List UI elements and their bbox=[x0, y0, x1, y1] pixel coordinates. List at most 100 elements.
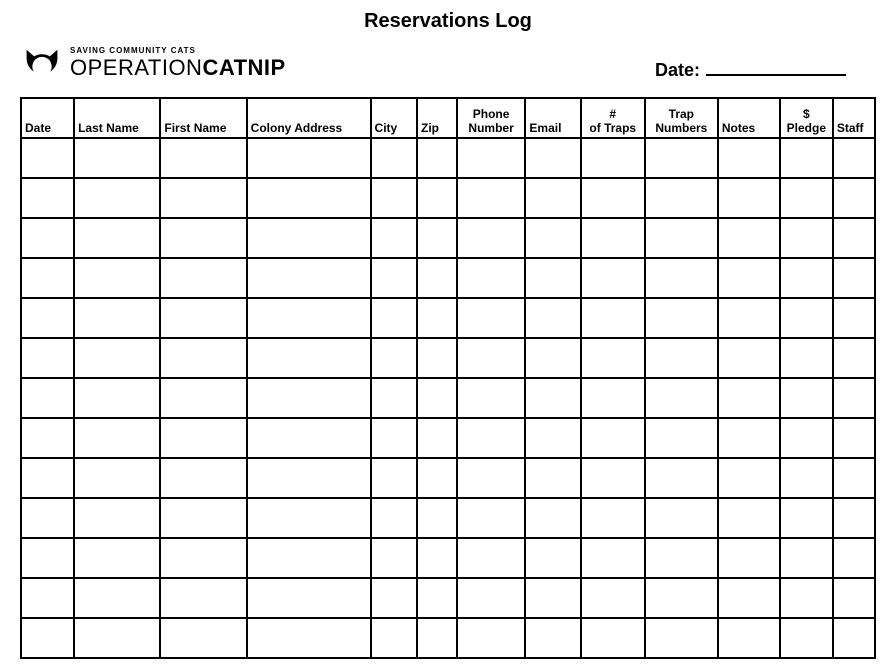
table-cell[interactable] bbox=[371, 538, 417, 578]
table-cell[interactable] bbox=[74, 578, 160, 618]
table-cell[interactable] bbox=[160, 178, 246, 218]
table-cell[interactable] bbox=[645, 618, 718, 658]
table-cell[interactable] bbox=[457, 258, 526, 298]
table-cell[interactable] bbox=[74, 298, 160, 338]
table-cell[interactable] bbox=[160, 458, 246, 498]
table-cell[interactable] bbox=[525, 338, 580, 378]
table-cell[interactable] bbox=[247, 298, 371, 338]
table-cell[interactable] bbox=[833, 138, 875, 178]
table-cell[interactable] bbox=[371, 138, 417, 178]
table-cell[interactable] bbox=[371, 578, 417, 618]
table-cell[interactable] bbox=[160, 538, 246, 578]
table-cell[interactable] bbox=[457, 218, 526, 258]
table-cell[interactable] bbox=[645, 218, 718, 258]
table-cell[interactable] bbox=[21, 178, 74, 218]
table-cell[interactable] bbox=[247, 498, 371, 538]
table-cell[interactable] bbox=[525, 498, 580, 538]
table-cell[interactable] bbox=[160, 618, 246, 658]
table-cell[interactable] bbox=[21, 138, 74, 178]
table-cell[interactable] bbox=[371, 178, 417, 218]
table-cell[interactable] bbox=[645, 178, 718, 218]
table-cell[interactable] bbox=[833, 418, 875, 458]
table-cell[interactable] bbox=[371, 218, 417, 258]
table-cell[interactable] bbox=[457, 618, 526, 658]
table-cell[interactable] bbox=[833, 618, 875, 658]
table-cell[interactable] bbox=[780, 178, 833, 218]
table-cell[interactable] bbox=[247, 178, 371, 218]
table-cell[interactable] bbox=[833, 578, 875, 618]
table-cell[interactable] bbox=[581, 258, 645, 298]
table-cell[interactable] bbox=[780, 458, 833, 498]
table-cell[interactable] bbox=[74, 258, 160, 298]
table-cell[interactable] bbox=[417, 418, 457, 458]
table-cell[interactable] bbox=[645, 498, 718, 538]
table-cell[interactable] bbox=[21, 378, 74, 418]
table-cell[interactable] bbox=[21, 258, 74, 298]
table-cell[interactable] bbox=[371, 338, 417, 378]
table-cell[interactable] bbox=[780, 138, 833, 178]
table-cell[interactable] bbox=[780, 498, 833, 538]
table-cell[interactable] bbox=[718, 338, 780, 378]
table-cell[interactable] bbox=[457, 178, 526, 218]
table-cell[interactable] bbox=[371, 378, 417, 418]
table-cell[interactable] bbox=[645, 258, 718, 298]
table-cell[interactable] bbox=[718, 618, 780, 658]
table-cell[interactable] bbox=[417, 138, 457, 178]
table-cell[interactable] bbox=[74, 178, 160, 218]
table-cell[interactable] bbox=[581, 578, 645, 618]
table-cell[interactable] bbox=[780, 618, 833, 658]
table-cell[interactable] bbox=[780, 258, 833, 298]
table-cell[interactable] bbox=[718, 298, 780, 338]
table-cell[interactable] bbox=[160, 578, 246, 618]
table-cell[interactable] bbox=[74, 458, 160, 498]
table-cell[interactable] bbox=[417, 538, 457, 578]
table-cell[interactable] bbox=[581, 138, 645, 178]
table-cell[interactable] bbox=[417, 378, 457, 418]
table-cell[interactable] bbox=[371, 458, 417, 498]
table-cell[interactable] bbox=[417, 218, 457, 258]
table-cell[interactable] bbox=[581, 298, 645, 338]
table-cell[interactable] bbox=[718, 138, 780, 178]
table-cell[interactable] bbox=[457, 578, 526, 618]
table-cell[interactable] bbox=[780, 538, 833, 578]
table-cell[interactable] bbox=[21, 418, 74, 458]
date-input-line[interactable] bbox=[706, 58, 846, 76]
table-cell[interactable] bbox=[525, 418, 580, 458]
table-cell[interactable] bbox=[645, 578, 718, 618]
table-cell[interactable] bbox=[247, 258, 371, 298]
table-cell[interactable] bbox=[21, 538, 74, 578]
table-cell[interactable] bbox=[160, 498, 246, 538]
table-cell[interactable] bbox=[718, 578, 780, 618]
table-cell[interactable] bbox=[21, 298, 74, 338]
table-cell[interactable] bbox=[21, 498, 74, 538]
table-cell[interactable] bbox=[645, 138, 718, 178]
table-cell[interactable] bbox=[74, 378, 160, 418]
table-cell[interactable] bbox=[833, 498, 875, 538]
table-cell[interactable] bbox=[371, 298, 417, 338]
table-cell[interactable] bbox=[780, 378, 833, 418]
table-cell[interactable] bbox=[780, 298, 833, 338]
table-cell[interactable] bbox=[160, 418, 246, 458]
table-cell[interactable] bbox=[718, 258, 780, 298]
table-cell[interactable] bbox=[581, 538, 645, 578]
table-cell[interactable] bbox=[371, 498, 417, 538]
table-cell[interactable] bbox=[160, 338, 246, 378]
table-cell[interactable] bbox=[718, 378, 780, 418]
table-cell[interactable] bbox=[645, 458, 718, 498]
table-cell[interactable] bbox=[457, 418, 526, 458]
table-cell[interactable] bbox=[247, 458, 371, 498]
table-cell[interactable] bbox=[581, 418, 645, 458]
table-cell[interactable] bbox=[160, 298, 246, 338]
table-cell[interactable] bbox=[457, 338, 526, 378]
table-cell[interactable] bbox=[718, 178, 780, 218]
table-cell[interactable] bbox=[74, 418, 160, 458]
table-cell[interactable] bbox=[525, 538, 580, 578]
table-cell[interactable] bbox=[247, 538, 371, 578]
table-cell[interactable] bbox=[74, 338, 160, 378]
table-cell[interactable] bbox=[247, 218, 371, 258]
table-cell[interactable] bbox=[718, 418, 780, 458]
table-cell[interactable] bbox=[525, 178, 580, 218]
table-cell[interactable] bbox=[247, 378, 371, 418]
table-cell[interactable] bbox=[780, 218, 833, 258]
table-cell[interactable] bbox=[417, 618, 457, 658]
